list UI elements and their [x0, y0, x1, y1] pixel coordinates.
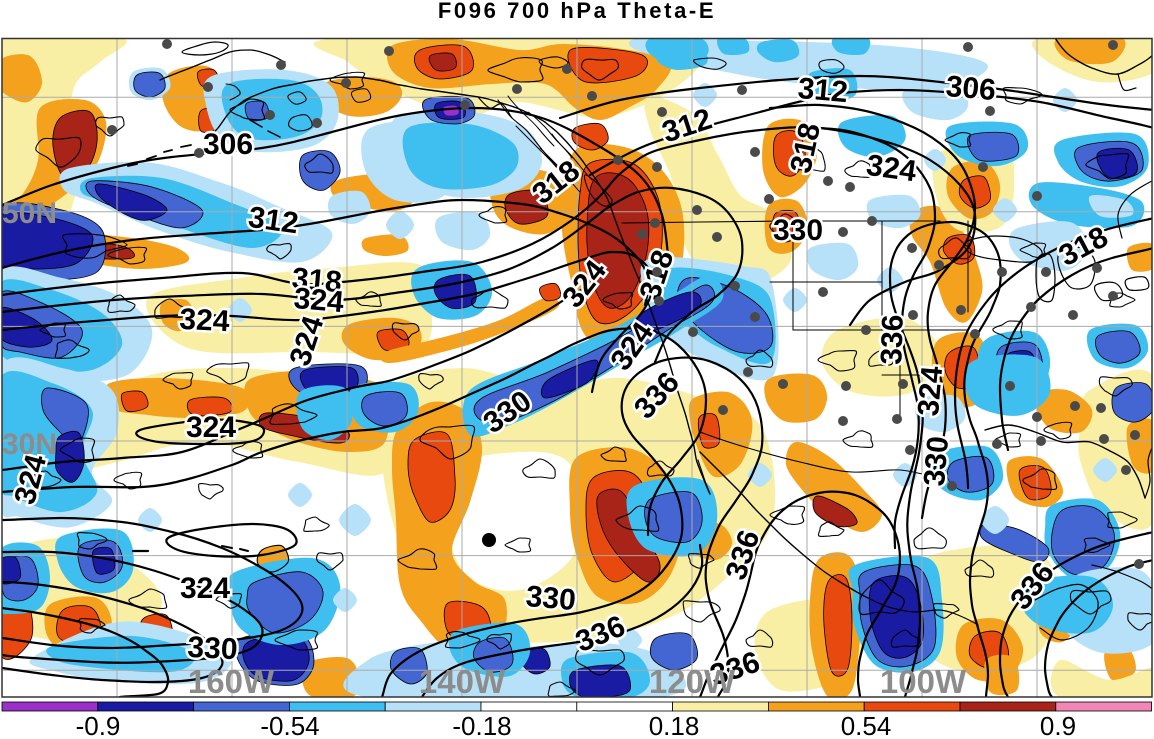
svg-text:100W: 100W: [880, 663, 967, 700]
svg-text:324: 324: [292, 282, 345, 319]
svg-text:50N: 50N: [2, 197, 57, 230]
svg-text:160W: 160W: [188, 663, 275, 700]
svg-text:330: 330: [918, 435, 955, 488]
svg-text:324: 324: [864, 149, 918, 189]
svg-text:318: 318: [290, 262, 343, 299]
svg-text:306: 306: [203, 128, 253, 161]
svg-text:-0.9: -0.9: [76, 711, 121, 739]
svg-text:324: 324: [179, 303, 231, 339]
svg-text:306: 306: [944, 70, 997, 107]
svg-text:312: 312: [796, 72, 849, 109]
svg-text:-0.54: -0.54: [260, 711, 319, 739]
svg-text:0.54: 0.54: [841, 711, 892, 739]
svg-text:324: 324: [180, 572, 230, 605]
svg-text:330: 330: [773, 214, 823, 247]
svg-text:312: 312: [246, 201, 300, 241]
svg-text:324: 324: [912, 364, 949, 417]
svg-text:140W: 140W: [419, 663, 506, 700]
svg-text:0.18: 0.18: [649, 711, 700, 739]
svg-text:336: 336: [875, 314, 910, 365]
svg-text:0.9: 0.9: [1040, 711, 1076, 739]
svg-text:330: 330: [524, 580, 577, 617]
svg-text:F096 700 hPa Theta-E: F096 700 hPa Theta-E: [438, 0, 716, 23]
svg-text:30N: 30N: [2, 428, 57, 461]
svg-text:324: 324: [186, 411, 236, 444]
svg-text:-0.18: -0.18: [452, 711, 511, 739]
svg-text:120W: 120W: [649, 663, 736, 700]
svg-text:330: 330: [187, 631, 239, 667]
